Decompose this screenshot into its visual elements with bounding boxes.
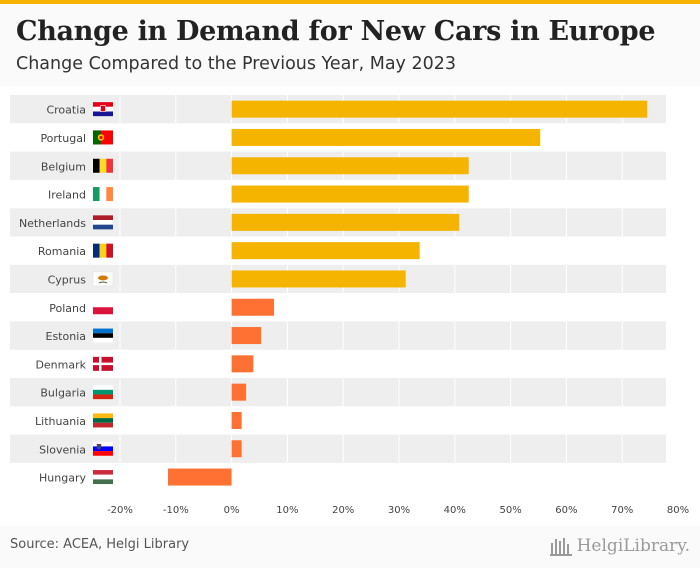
bar-poland — [231, 298, 275, 316]
x-tick-label: -20% — [107, 505, 133, 516]
bulgaria-flag-icon — [93, 385, 113, 400]
estonia-flag-icon — [93, 328, 113, 343]
category-label: Bulgaria — [40, 387, 86, 400]
brand-name: HelgiLibrary. — [576, 536, 690, 556]
x-tick-label: -10% — [163, 505, 189, 516]
portugal-flag-icon — [93, 130, 113, 145]
bar-slovenia — [231, 440, 242, 458]
source-note: Source: ACEA, Helgi Library — [10, 537, 190, 552]
x-tick-label: 50% — [499, 505, 521, 516]
category-label: Slovenia — [39, 443, 86, 456]
bar-belgium — [231, 157, 469, 175]
poland-flag-icon — [93, 300, 113, 315]
row-band — [10, 434, 666, 463]
chart-title: Change in Demand for New Cars in Europe — [16, 16, 656, 47]
category-label: Belgium — [41, 160, 86, 173]
bar-netherlands — [231, 213, 460, 231]
category-label: Ireland — [48, 189, 86, 202]
library-icon — [549, 538, 572, 556]
x-tick-label: 0% — [224, 505, 240, 516]
x-tick-label: 80% — [667, 505, 689, 516]
top-accent-bar — [0, 0, 700, 4]
category-label: Croatia — [46, 104, 86, 117]
bar-estonia — [231, 327, 262, 345]
lithuania-flag-icon — [93, 413, 113, 428]
category-label: Denmark — [35, 358, 86, 371]
bar-hungary — [167, 468, 232, 486]
row-band — [10, 378, 666, 407]
romania-flag-icon — [93, 243, 113, 258]
bar-lithuania — [231, 411, 242, 429]
category-label: Lithuania — [35, 415, 86, 428]
croatia-flag-icon — [93, 102, 113, 117]
bar-cyprus — [231, 270, 406, 288]
row-band — [10, 321, 666, 350]
chart-subtitle: Change Compared to the Previous Year, Ma… — [16, 54, 457, 74]
category-label: Hungary — [39, 472, 86, 485]
netherlands-flag-icon — [93, 215, 113, 230]
category-label: Portugal — [40, 132, 86, 145]
bar-chart: Croatia Portugal Belgium Ireland Netherlands… — [0, 86, 700, 526]
chart-header: Change in Demand for New Cars in Europe … — [0, 4, 700, 86]
category-label: Romania — [38, 245, 86, 258]
category-label: Netherlands — [19, 217, 86, 230]
x-tick-label: 70% — [611, 505, 633, 516]
bar-romania — [231, 242, 420, 260]
x-tick-label: 30% — [388, 505, 410, 516]
x-tick-label: 10% — [276, 505, 298, 516]
ireland-flag-icon — [93, 187, 113, 202]
bar-bulgaria — [231, 383, 247, 401]
slovenia-flag-icon — [93, 441, 113, 456]
bar-chart-svg: Croatia Portugal Belgium Ireland Netherlands… — [10, 95, 689, 516]
brand-logo: HelgiLibrary. — [549, 534, 690, 558]
bar-denmark — [231, 355, 254, 373]
x-tick-label: 60% — [555, 505, 577, 516]
x-tick-label: 20% — [332, 505, 354, 516]
chart-footer: Source: ACEA, Helgi Library HelgiLibrary… — [0, 526, 700, 568]
belgium-flag-icon — [93, 158, 113, 173]
hungary-flag-icon — [93, 470, 113, 485]
x-tick-label: 40% — [444, 505, 466, 516]
denmark-flag-icon — [93, 356, 113, 371]
bar-croatia — [231, 100, 648, 118]
category-label: Cyprus — [48, 273, 87, 286]
bar-ireland — [231, 185, 469, 203]
category-label: Poland — [49, 302, 86, 315]
category-label: Estonia — [46, 330, 87, 343]
bar-portugal — [231, 128, 541, 146]
cyprus-flag-icon — [92, 271, 114, 287]
